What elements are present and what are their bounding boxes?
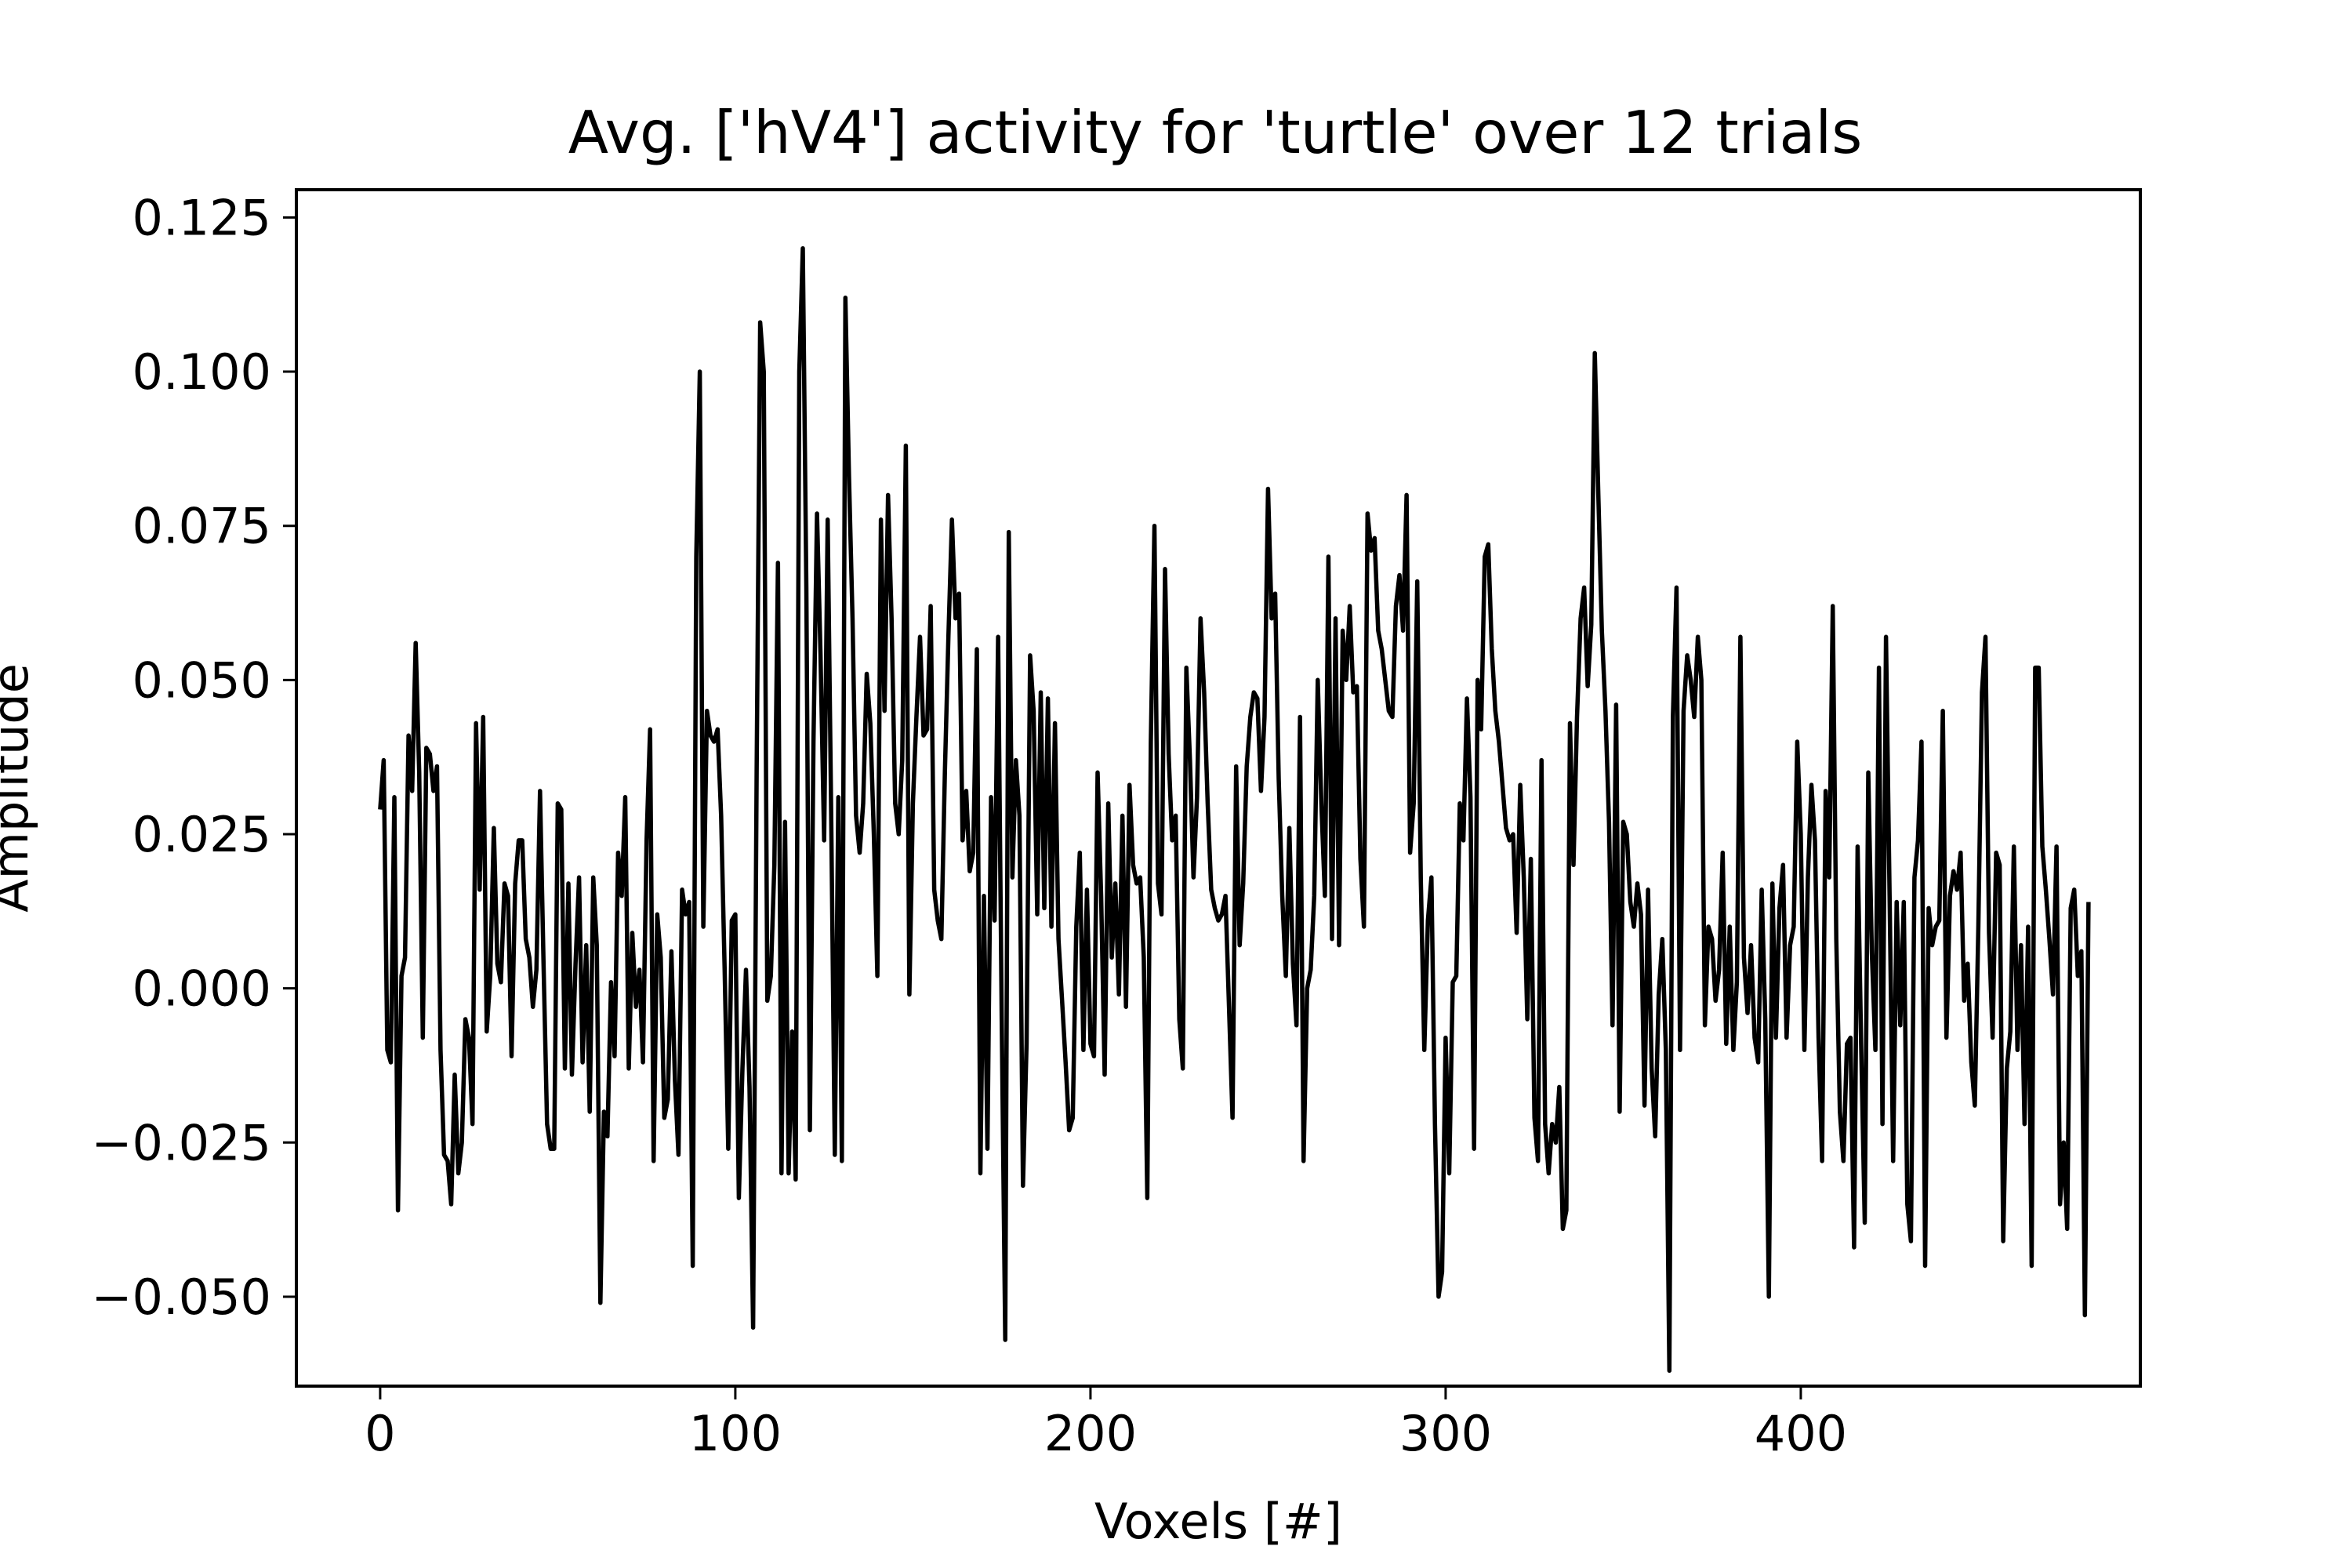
y-tick-label: 0.100 — [132, 343, 272, 401]
y-tick-label: 0.125 — [132, 189, 272, 246]
series-line-0 — [378, 245, 2091, 1374]
y-axis-label: Amplitude — [0, 663, 39, 913]
axes-frame — [295, 188, 2142, 1388]
y-tick-label: 0.025 — [132, 806, 272, 863]
x-tick-label: 100 — [689, 1405, 782, 1462]
y-axis: −0.050 −0.025 0.000 0.025 0.050 0.075 0.100 0.1… — [92, 189, 296, 1326]
x-tick-label: 300 — [1399, 1405, 1492, 1462]
y-tick-label: −0.050 — [92, 1269, 271, 1326]
y-tick-label: −0.025 — [92, 1114, 271, 1171]
y-tick-label: 0.050 — [132, 652, 272, 709]
y-tick-label: 0.075 — [132, 498, 272, 555]
x-tick-label: 0 — [365, 1405, 395, 1462]
x-tick-label: 200 — [1044, 1405, 1137, 1462]
x-tick-label: 400 — [1755, 1405, 1847, 1462]
x-axis: 0 100 200 300 400 — [365, 1386, 1847, 1462]
y-tick-label: 0.000 — [132, 960, 272, 1018]
plot-area — [378, 245, 2091, 1374]
chart-title: Avg. ['hV4'] activity for 'turtle' over … — [568, 98, 1863, 167]
x-axis-label: Voxels [#] — [1094, 1493, 1342, 1550]
